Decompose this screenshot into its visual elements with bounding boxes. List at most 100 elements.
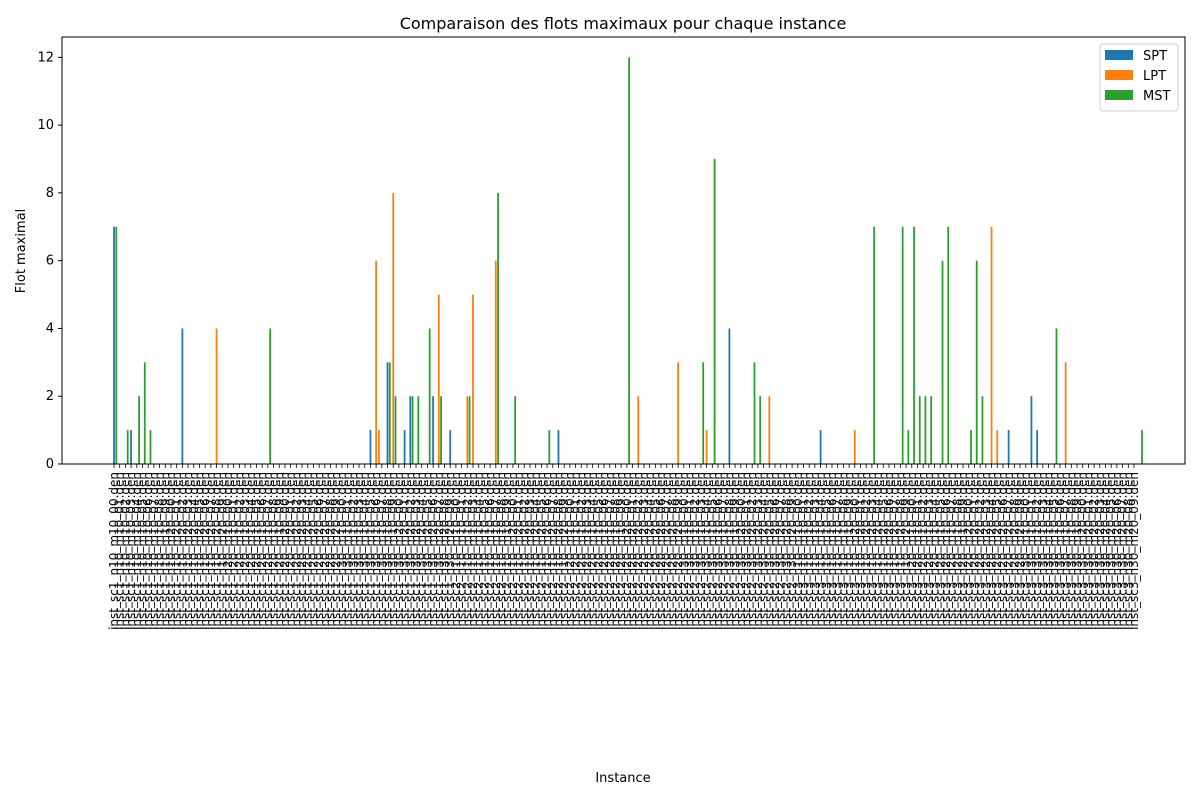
bar-lpt-8	[637, 396, 640, 464]
x-tick-label: inst_sc2_n10_m20_09.den	[557, 472, 571, 630]
x-tick-label: inst_sc3_n30_m20_00.den	[1076, 472, 1090, 630]
x-tick-label: inst_sc1_n10_m20_04.den	[187, 472, 201, 630]
bar-mst-24	[913, 226, 915, 464]
x-tick-label: inst_sc1_n30_m20_02.den	[403, 472, 417, 630]
x-tick-label: inst_sc2_n20_m10_02.den	[574, 472, 588, 630]
bar-mst-7	[394, 396, 397, 464]
bar-mst-33	[1055, 328, 1058, 464]
x-tick-label: inst_sc3_n20_m10_04.den	[928, 472, 942, 630]
x-tick-label: inst_sc2_n20_m20_03.den	[637, 472, 651, 630]
x-tick-label: inst_sc3_n30_m10_02.den	[1030, 472, 1044, 630]
bar-lpt-6	[472, 294, 474, 464]
x-tick-label: inst_sc1_n10_m20_01.den	[170, 472, 184, 630]
x-tick-label: inst_sc1_n20_m20_03.den	[295, 472, 309, 630]
bar-mst-34	[1141, 430, 1143, 464]
x-tick-label: inst_sc2_n20_m20_09.den	[671, 472, 685, 630]
x-tick-label: inst_sc3_n30_m20_03.den	[1093, 472, 1107, 630]
x-tick-label: inst_sc2_n20_m20_01.den	[626, 472, 640, 630]
x-tick-label: inst_sc1_n30_m20_07.den	[432, 472, 446, 630]
x-tick-label: inst_sc3_n10_m10_00.den	[791, 472, 805, 630]
x-tick-label: inst_sc1_n20_m10_08.den	[267, 472, 281, 630]
x-tick-label: inst_sc3_n30_m10_06.den	[1053, 472, 1067, 630]
x-tick-label: inst_sc1_n20_m10_06.den	[255, 472, 269, 630]
bar-mst-23	[907, 430, 910, 464]
x-tick-label: inst_sc3_n20_m10_06.den	[939, 472, 953, 630]
x-tick-label: inst_sc3_n30_m20_06.den	[1110, 472, 1124, 630]
bar-mst-2	[138, 396, 140, 464]
x-tick-label: inst_sc1_n20_m20_09.den	[329, 472, 343, 630]
x-tick-label: inst_sc2_n10_m20_04.den	[529, 472, 543, 630]
bar-spt-2	[181, 328, 184, 464]
x-tick-label: inst_sc3_n10_m10_02.den	[802, 472, 816, 630]
x-tick-label: inst_sc3_n10_m20_04.den	[871, 472, 885, 630]
x-tick-label: inst_sc1_n20_m20_00.den	[278, 472, 292, 630]
bar-mst-29	[947, 226, 950, 464]
x-tick-label: inst_sc2_n20_m20_00.den	[620, 472, 634, 630]
x-tick-label: inst_sc2_n30_m20_05.den	[762, 472, 776, 630]
x-tick-label: inst_sc1_n20_m20_04.den	[301, 472, 315, 630]
bar-mst-22	[901, 226, 904, 464]
x-tick-label: inst_sc2_n30_m10_04.den	[700, 472, 714, 630]
bar-mst-1	[126, 430, 129, 464]
x-tick-label: inst_sc1_n10_m20_08.den	[210, 472, 224, 630]
bar-mst-31	[975, 260, 978, 464]
legend-label-lpt: LPT	[1143, 69, 1166, 84]
y-tick-label: 12	[37, 50, 54, 65]
bar-spt-0	[113, 226, 115, 464]
x-tick-label: inst_sc2_n20_m10_06.den	[597, 472, 611, 630]
x-tick-label: inst_sc2_n10_m10_08.den	[494, 472, 508, 630]
x-tick-label: inst_sc1_n20_m10_02.den	[232, 472, 246, 630]
bar-spt-1	[130, 430, 132, 464]
bar-spt-8	[449, 430, 452, 464]
bar-mst-25	[918, 396, 921, 464]
x-tick-label: inst_sc3_n30_m20_02.den	[1087, 472, 1101, 630]
x-tick-label: inst_sc2_n30_m10_03.den	[694, 472, 708, 630]
bar-mst-18	[713, 159, 716, 464]
bar-lpt-15	[1064, 362, 1067, 464]
bars-group	[113, 57, 1143, 464]
bar-lpt-12	[853, 430, 856, 464]
x-tick-label: inst_sc2_n20_m10_00.den	[563, 472, 577, 630]
bar-spt-3	[369, 430, 372, 464]
bar-lpt-9	[677, 362, 680, 464]
bar-mst-12	[468, 396, 471, 464]
bar-spt-12	[1007, 430, 1010, 464]
x-tick-label: inst_sc2_n30_m20_01.den	[740, 472, 754, 630]
x-tick-label: inst_sc2_n20_m10_07.den	[603, 472, 617, 630]
x-tick-label: inst_sc1_n20_m20_07.den	[318, 472, 332, 630]
x-tick-label: inst_sc3_n30_m10_09.den	[1070, 472, 1084, 630]
x-tick-label: inst_sc3_n20_m20_03.den	[979, 472, 993, 630]
x-tick-label: inst_sc1_n10_m10_07.den	[147, 472, 161, 630]
bar-lpt-14	[996, 430, 999, 464]
x-tick-label: inst_sc2_n10_m20_05.den	[534, 472, 548, 630]
x-tick-label: inst_sc2_n30_m20_06.den	[768, 472, 782, 630]
x-tick-label: inst_sc2_n20_m20_06.den	[654, 472, 668, 630]
bar-lpt-0	[215, 328, 218, 464]
x-tick-label: inst_sc3_n10_m10_08.den	[836, 472, 850, 630]
x-tick-label: inst_sc1_n30_m20_05.den	[420, 472, 434, 630]
bar-mst-3	[143, 362, 146, 464]
x-tick-label: inst_sc2_n10_m20_00.den	[506, 472, 520, 630]
bar-lpt-1	[375, 260, 378, 464]
x-tick-label: inst_sc2_n30_m20_09.den	[785, 472, 799, 630]
x-tick-label: inst_sc3_n30_m10_01.den	[1024, 472, 1038, 630]
x-tick-label: inst_sc2_n30_m10_01.den	[683, 472, 697, 630]
x-tick-label: inst_sc3_n20_m20_02.den	[973, 472, 987, 630]
x-tick-label: inst_sc2_n20_m20_08.den	[665, 472, 679, 630]
x-tick-label: inst_sc1_n10_m10_08.den	[153, 472, 167, 630]
x-tick-label: inst_sc3_n30_m20_01.den	[1081, 472, 1095, 630]
x-tick-label: inst_sc3_n20_m10_07.den	[945, 472, 959, 630]
y-tick-label: 8	[46, 186, 54, 201]
legend-swatch-spt	[1105, 50, 1133, 60]
x-tick-label: inst_sc1_n10_m10_03.den	[124, 472, 138, 630]
x-tick-label: inst_sc3_n10_m20_00.den	[848, 472, 862, 630]
bar-spt-7	[432, 396, 435, 464]
y-tick-label: 0	[46, 457, 54, 472]
x-tick-label: inst_sc1_n20_m10_03.den	[238, 472, 252, 630]
bar-lpt-7	[494, 260, 497, 464]
x-tick-label: inst_sc2_n10_m20_08.den	[551, 472, 565, 630]
x-tick-label: inst_sc2_n10_m10_09.den	[500, 472, 514, 630]
x-tick-label: inst_sc3_n10_m20_03.den	[865, 472, 879, 630]
x-tick-label: inst_sc1_n30_m20_08.den	[438, 472, 452, 630]
x-tick-label: inst_sc3_n30_m20_08.den	[1121, 472, 1135, 630]
